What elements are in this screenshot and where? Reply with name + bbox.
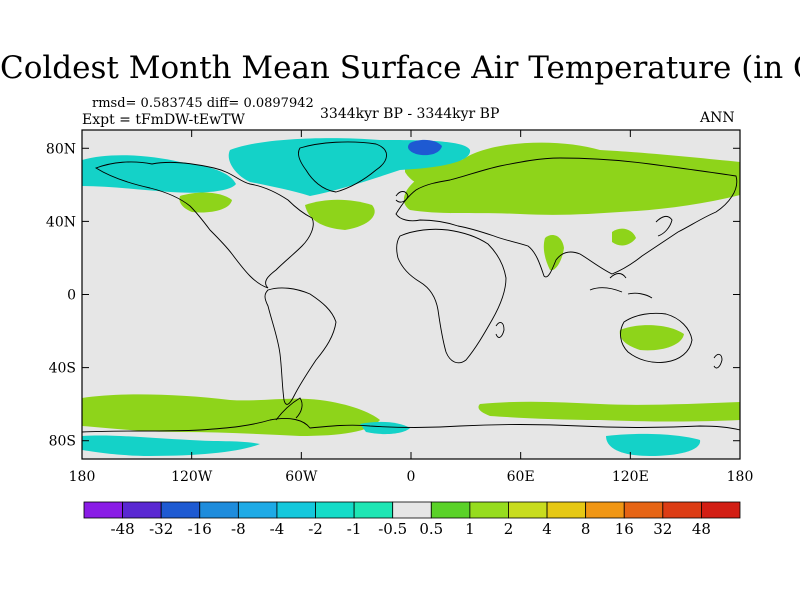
colorbar-swatch: [160, 501, 201, 519]
colorbar-swatch: [276, 501, 316, 519]
anomaly-patch-north-atlantic: [179, 192, 232, 213]
anomaly-field: [82, 138, 740, 456]
period-label: 3344kyr BP - 3344kyr BP: [320, 106, 500, 122]
coast-south-america: [264, 287, 337, 405]
anomaly-patch-antarctic-west: [82, 435, 260, 456]
colorbar-swatch: [430, 501, 471, 519]
coast-north-america: [94, 161, 314, 289]
colorbar-label: -1: [347, 520, 362, 538]
coast-indonesia: [589, 273, 653, 299]
coast-greenland: [297, 141, 387, 193]
colorbar-label: 16: [615, 520, 634, 538]
colorbar-label: 1: [465, 520, 475, 538]
coast-japan: [655, 215, 673, 237]
anomaly-patch-southern-ocean-east: [478, 401, 740, 422]
lon-tick-label: 180: [727, 469, 754, 485]
colorbar-swatch: [315, 501, 355, 519]
colorbar-swatch: [508, 501, 548, 519]
lon-tick-label: 120W: [171, 469, 213, 485]
lon-tick-label: 0: [407, 469, 416, 485]
colorbar-label: 48: [692, 520, 711, 538]
colorbar-swatch: [83, 501, 123, 519]
colorbar-label: -4: [270, 520, 285, 538]
colorbar-swatch: [353, 501, 394, 519]
coast-antarctica: [82, 417, 740, 433]
colorbar-swatch: [237, 501, 278, 519]
coast-british-isles: [395, 191, 409, 203]
colorbar-label: -8: [231, 520, 246, 538]
anomaly-patch-siberia: [403, 142, 740, 215]
anomaly-patch-weddell: [360, 421, 410, 435]
colorbar-swatch: [122, 501, 162, 519]
coast-australia: [620, 312, 693, 363]
anomaly-patch-australia: [619, 325, 684, 351]
colorbar-label: -2: [308, 520, 323, 538]
lat-tick-label: 40S: [49, 361, 76, 377]
colorbar-swatch: [392, 501, 432, 519]
anomaly-patch-north-america: [305, 199, 375, 230]
anomaly-patch-alaska: [82, 155, 236, 193]
map-title: Coldest Month Mean Surface Air Temperatu…: [0, 50, 800, 86]
colorbar-label: 8: [581, 520, 591, 538]
colorbar-swatch: [623, 501, 664, 519]
colorbar-swatch: [585, 501, 625, 519]
anomaly-patch-antarctic-east: [606, 433, 701, 456]
colorbar-label: -48: [111, 520, 135, 538]
lon-tick-label: 120E: [612, 469, 649, 485]
coast-madagascar: [495, 322, 505, 338]
coast-africa: [396, 228, 507, 364]
colorbar-label: 4: [542, 520, 552, 538]
lon-tick-label: 60E: [507, 469, 535, 485]
stats-label: rmsd= 0.583745 diff= 0.0897942: [92, 96, 314, 111]
lat-tick-label: 80N: [46, 141, 76, 157]
coast-new-zealand: [713, 353, 723, 369]
season-label: ANN: [700, 110, 735, 126]
colorbar-swatch: [701, 501, 741, 519]
anomaly-patch-greenland: [228, 138, 471, 196]
coast-antarctic-peninsula: [275, 397, 303, 421]
colorbar-label: 0.5: [419, 520, 443, 538]
colorbar-label: -0.5: [378, 520, 407, 538]
colorbar-label: 2: [504, 520, 514, 538]
colorbar-swatch: [469, 501, 509, 519]
colorbar-label: -16: [188, 520, 212, 538]
map-ticks: 80N 40N 0 40S 80S 180 120W 60W 0 60E 120E 180: [46, 130, 753, 485]
experiment-label: Expt = tFmDW-tEwTW: [82, 112, 245, 128]
coastlines: [82, 141, 740, 433]
colorbar-label: 32: [653, 520, 672, 538]
lat-tick-label: 80S: [49, 434, 76, 450]
lon-tick-label: 180: [69, 469, 96, 485]
colorbar-swatch: [546, 501, 587, 519]
anomaly-patch-india: [543, 235, 564, 271]
lat-tick-label: 0: [67, 288, 76, 304]
colorbar-swatch: [662, 501, 702, 519]
colorbar-label: -32: [149, 520, 173, 538]
anomaly-patch-arctic-core: [408, 139, 442, 156]
lat-tick-label: 40N: [46, 214, 76, 230]
lon-tick-label: 60W: [285, 469, 318, 485]
coast-eurasia: [395, 157, 738, 278]
colorbar: -48 -32 -16 -8 -4 -2 -1 -0.5 0.5 1 2 4 8 16 32 48: [83, 501, 741, 538]
anomaly-patch-east-asia: [612, 228, 636, 246]
colorbar-swatch: [199, 501, 239, 519]
anomaly-patch-southern-ocean-west: [82, 394, 380, 436]
